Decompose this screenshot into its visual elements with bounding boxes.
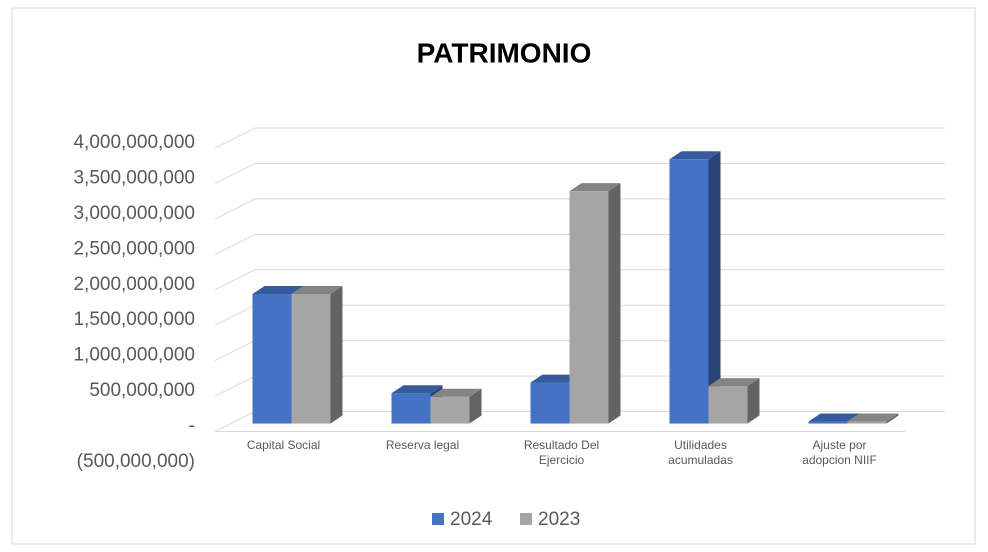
bar	[569, 183, 621, 424]
y-tick-label: 2,000,000,000	[73, 274, 195, 295]
bar-side	[886, 413, 899, 424]
y-tick-label: 1,500,000,000	[73, 309, 195, 330]
y-tick-label: 3,000,000,000	[73, 203, 195, 224]
bar-top	[569, 183, 621, 192]
bar-top	[291, 285, 343, 294]
y-tick-label: -	[189, 416, 195, 437]
y-tick-label: 4,000,000,000	[73, 132, 195, 153]
bar	[708, 378, 760, 424]
bar	[430, 388, 482, 424]
bar-top	[808, 413, 860, 422]
bar-top	[708, 378, 760, 387]
legend-swatch	[432, 513, 444, 525]
bar-front	[669, 159, 709, 424]
bar-front	[708, 386, 748, 424]
x-tick-label: Resultado Del Ejercicio	[523, 438, 600, 467]
y-tick-label: 500,000,000	[89, 380, 195, 401]
legend-label: 2023	[538, 509, 580, 530]
bar-side	[469, 388, 482, 424]
bar-front	[252, 293, 292, 424]
y-tick-label: 1,000,000,000	[73, 345, 195, 366]
bar-side	[608, 183, 621, 424]
legend-swatch	[520, 513, 532, 525]
bar-top	[847, 413, 899, 422]
bar-side	[708, 151, 721, 424]
x-tick-label: Capital Social	[246, 438, 321, 452]
bar	[847, 413, 899, 424]
x-tick-label: Utilidades acumuladas	[668, 438, 733, 467]
legend-label: 2024	[450, 509, 493, 530]
chart-border	[11, 7, 976, 545]
bar-side	[747, 378, 760, 424]
bar-front	[569, 191, 609, 424]
y-tick-label: (500,000,000)	[77, 451, 195, 472]
bar-side	[330, 285, 343, 424]
bar-front	[847, 421, 887, 424]
bar-top	[530, 374, 582, 383]
bar-top	[430, 388, 482, 397]
bar-front	[530, 382, 570, 424]
y-tick-label: 3,500,000,000	[73, 167, 195, 188]
bar-front	[808, 421, 848, 424]
chart-title: PATRIMONIO	[417, 37, 592, 68]
bar-front	[291, 293, 331, 424]
x-tick-label: Ajuste por adopcion NIIF	[802, 438, 877, 467]
bar-front	[391, 393, 431, 424]
y-tick-label: 2,500,000,000	[73, 238, 195, 259]
bar-top	[252, 285, 304, 294]
bar-top	[669, 151, 721, 160]
bar-front	[430, 396, 470, 424]
x-tick-label: Reserva legal	[385, 438, 460, 452]
bar	[669, 151, 721, 424]
grid-line	[214, 127, 945, 149]
bar-top	[391, 385, 443, 394]
bar	[291, 285, 343, 424]
